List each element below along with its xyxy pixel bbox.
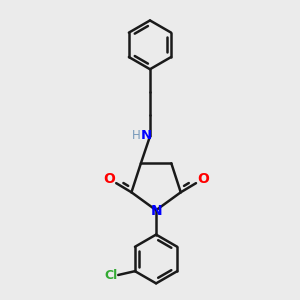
Text: O: O [103,172,115,186]
Text: N: N [141,129,152,142]
Text: N: N [150,204,162,218]
Text: Cl: Cl [104,269,117,282]
Text: H: H [132,129,141,142]
Text: O: O [197,172,209,186]
